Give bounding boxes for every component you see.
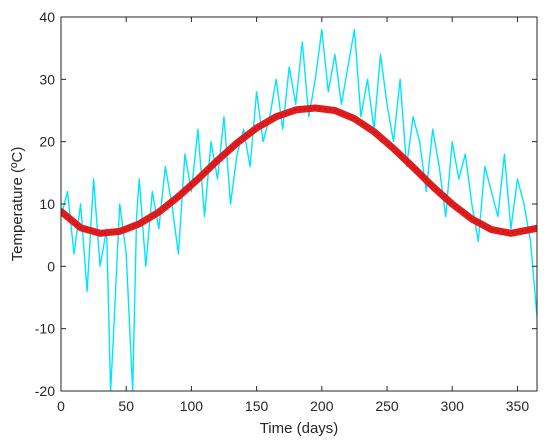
x-tick-label: 50 <box>118 398 134 414</box>
y-tick-label: 40 <box>39 9 55 25</box>
x-tick-label: 300 <box>441 398 465 414</box>
y-tick-label: 20 <box>39 134 55 150</box>
x-axis-label: Time (days) <box>260 420 339 437</box>
fitted-curve-core-line <box>61 107 537 234</box>
y-tick-label: 10 <box>39 196 55 212</box>
x-tick-label: 0 <box>57 398 65 414</box>
x-tick-label: 200 <box>310 398 334 414</box>
axis-ticks: 0 50 100 150 200 250 300 350 -20 -10 0 10 20 30 40 <box>35 9 537 414</box>
y-tick-label: -10 <box>35 321 55 337</box>
y-tick-label: -20 <box>35 383 55 399</box>
y-tick-label: 0 <box>47 258 55 274</box>
x-tick-label: 100 <box>180 398 204 414</box>
x-tick-label: 350 <box>506 398 530 414</box>
y-axis-label: Temperature (ºC) <box>9 147 26 262</box>
x-tick-label: 250 <box>375 398 399 414</box>
x-tick-label: 150 <box>245 398 269 414</box>
temperature-series-line <box>61 28 537 391</box>
y-tick-label: 30 <box>39 71 55 87</box>
